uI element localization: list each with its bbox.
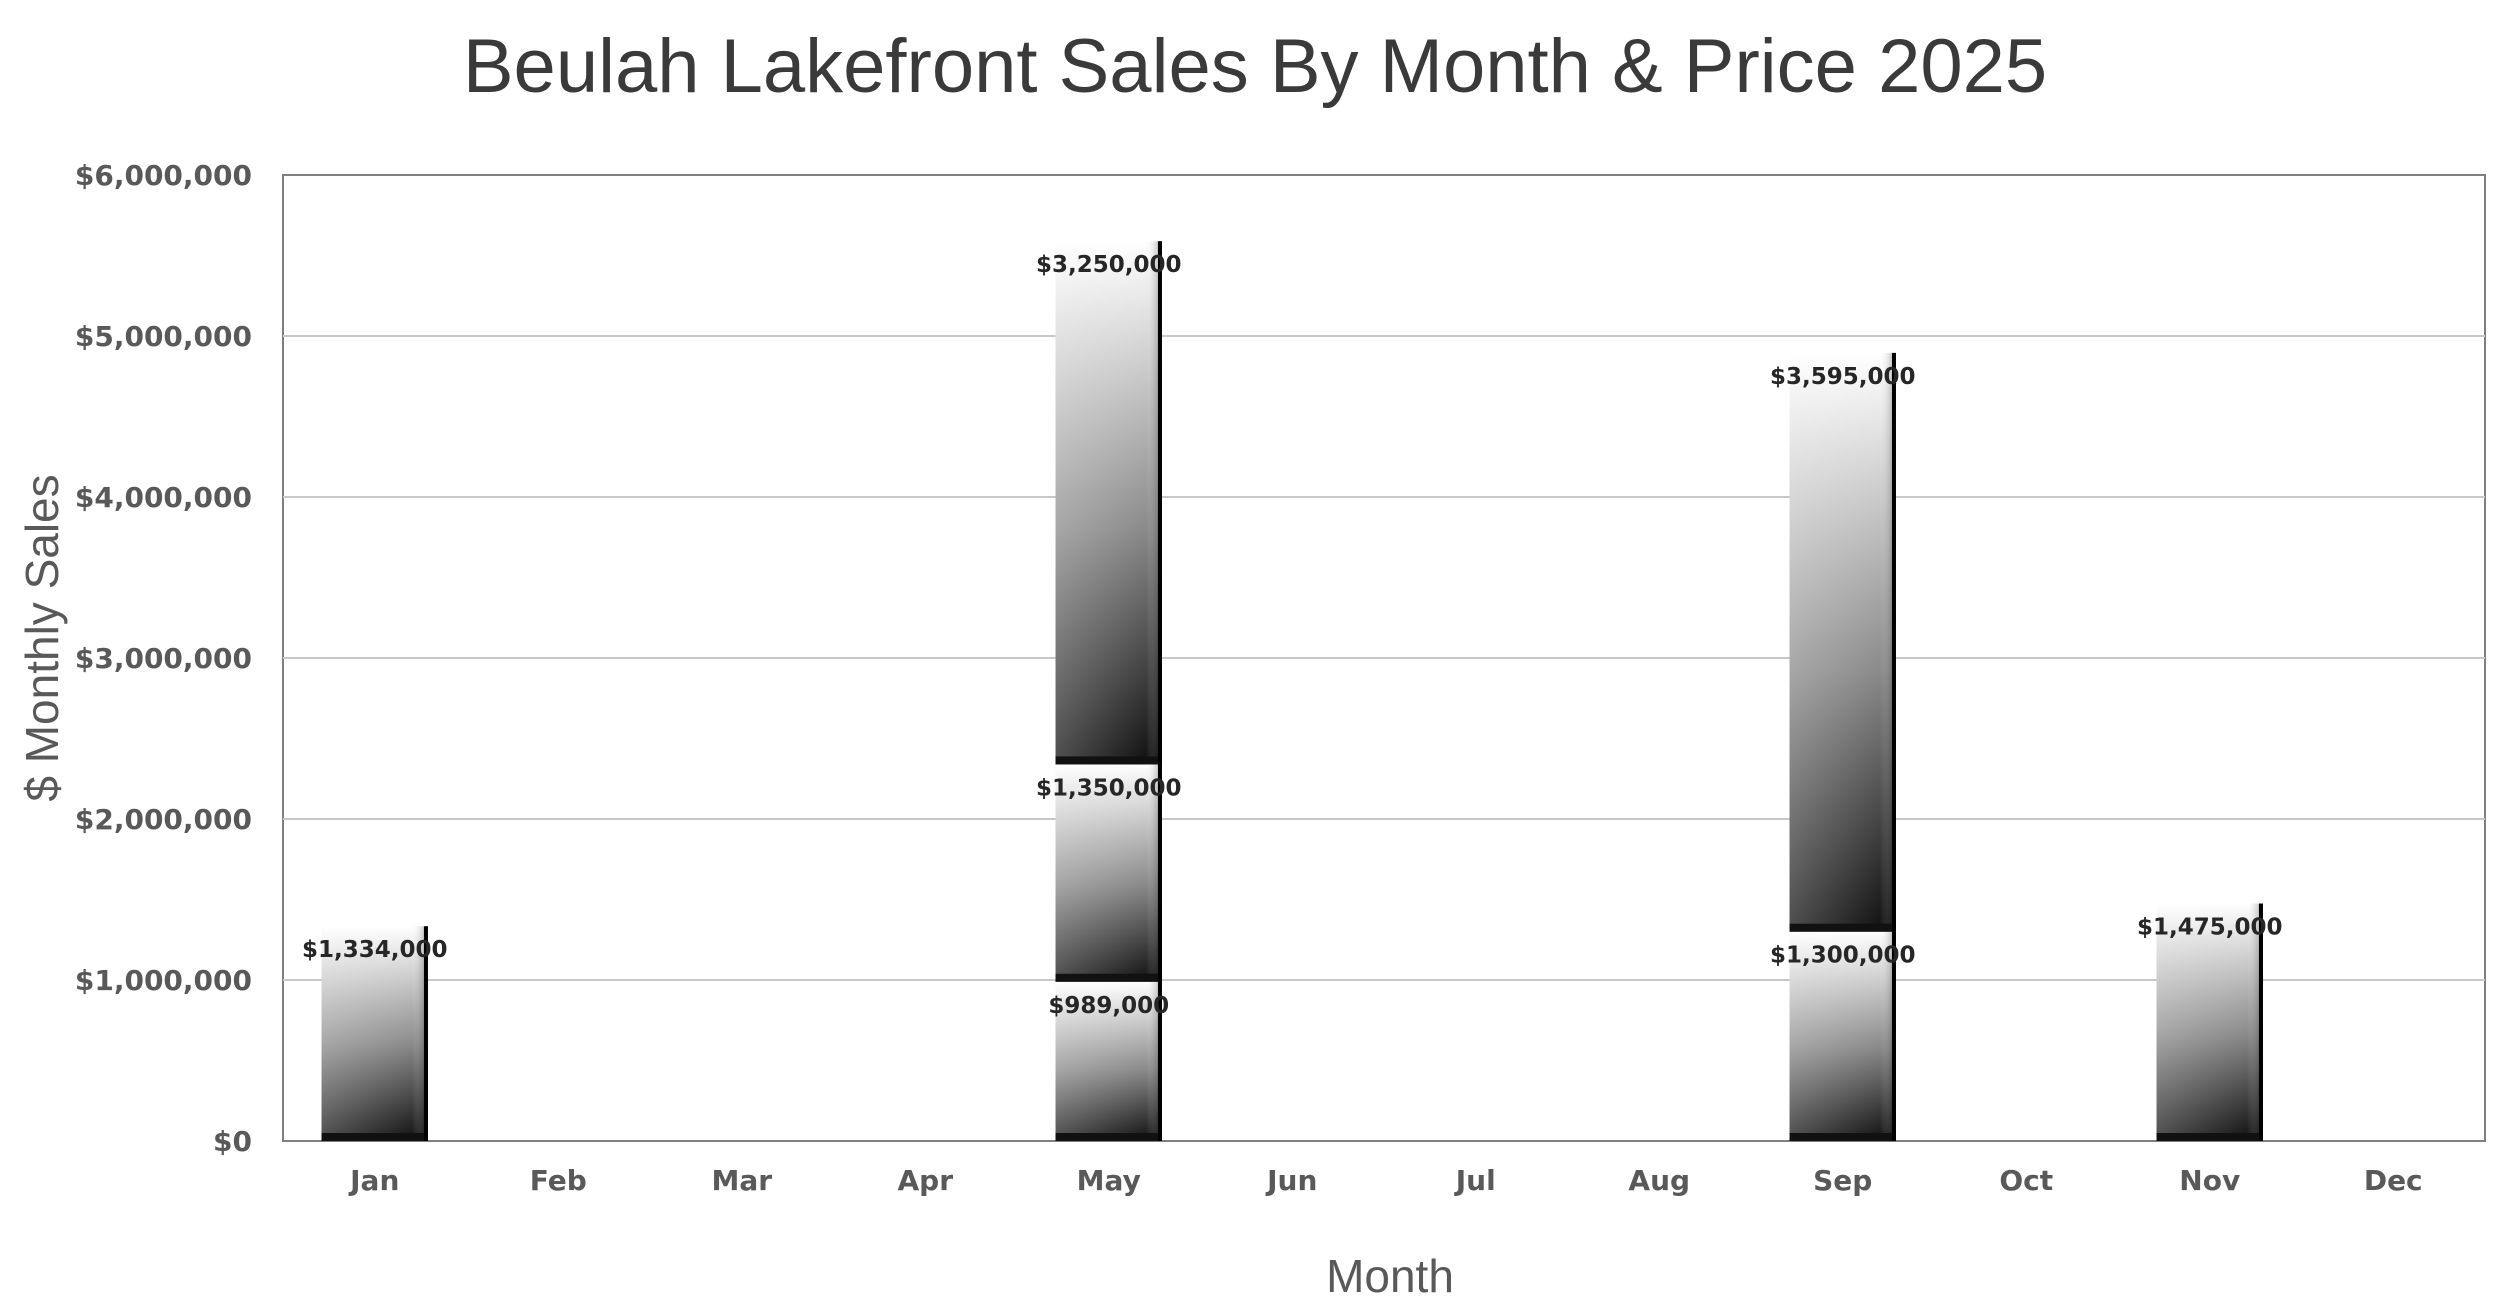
data-label: $989,000 — [1048, 993, 1169, 1019]
bar-segment — [2156, 903, 2263, 1141]
x-tick-label: Oct — [1999, 1164, 2053, 1197]
data-label: $3,250,000 — [1036, 252, 1182, 278]
bar-shade — [321, 926, 428, 1141]
bar-edge — [423, 926, 428, 1141]
bar-segment — [1055, 241, 1162, 765]
bar-shade — [2156, 903, 2263, 1141]
data-label: $1,334,000 — [302, 937, 448, 963]
bar-edge — [2258, 903, 2263, 1141]
x-tick-label: Feb — [530, 1164, 587, 1197]
y-tick-label: $4,000,000 — [75, 481, 252, 514]
bar-edge — [1157, 764, 1162, 982]
x-tick-label: Jul — [1454, 1164, 1496, 1197]
bar-base — [1055, 756, 1162, 765]
bar-base — [321, 1133, 428, 1141]
bar-edge — [1157, 241, 1162, 765]
data-labels: $1,334,000 $989,000 $1,350,000 $3,250,000 $1… — [302, 252, 2283, 1019]
y-tick-label: $5,000,000 — [75, 320, 252, 353]
bar-shade — [1789, 931, 1896, 1141]
x-tick-label: Mar — [711, 1164, 772, 1197]
bar-segment — [1055, 764, 1162, 982]
bar-shade — [1055, 981, 1162, 1141]
x-axis-title: Month — [1326, 1250, 1454, 1302]
x-tick-label: Dec — [2364, 1164, 2423, 1197]
data-label: $1,300,000 — [1770, 943, 1916, 969]
bar-base — [1055, 973, 1162, 982]
bar-shade — [1789, 352, 1896, 932]
data-label: $1,350,000 — [1036, 775, 1182, 801]
x-axis-ticks: Jan Feb Mar Apr May Jun Jul Aug Sep Oct Nov Dec — [348, 1164, 2423, 1197]
x-tick-label: Aug — [1628, 1164, 1690, 1197]
x-tick-label: Jun — [1265, 1164, 1317, 1197]
gridlines — [283, 335, 2485, 981]
chart-title: Beulah Lakefront Sales By Month & Price … — [463, 24, 2047, 109]
y-tick-label: $0 — [213, 1125, 252, 1158]
y-tick-label: $3,000,000 — [75, 642, 252, 675]
bar-shade — [1055, 241, 1162, 765]
bar-edge — [1891, 931, 1896, 1141]
bar-segment — [1789, 931, 1896, 1141]
y-axis-ticks: $0 $1,000,000 $2,000,000 $3,000,000 $4,000,0… — [75, 159, 252, 1158]
x-tick-label: Apr — [897, 1164, 953, 1197]
bar-shade — [1055, 764, 1162, 982]
bars — [321, 241, 2263, 1141]
y-tick-label: $6,000,000 — [75, 159, 252, 192]
y-axis-title: $ Monthly Sales — [16, 474, 68, 801]
y-tick-label: $2,000,000 — [75, 803, 252, 836]
bar-edge — [1891, 352, 1896, 932]
bar-base — [1789, 923, 1896, 932]
data-label: $1,475,000 — [2137, 915, 2283, 941]
bar-base — [1055, 1133, 1162, 1141]
x-tick-label: May — [1077, 1164, 1141, 1197]
data-label: $3,595,000 — [1770, 364, 1916, 390]
y-tick-label: $1,000,000 — [75, 964, 252, 997]
bar-segment — [321, 926, 428, 1141]
bar-edge — [1157, 981, 1162, 1141]
bar-segment — [1789, 352, 1896, 932]
x-tick-label: Jan — [348, 1164, 399, 1197]
x-tick-label: Sep — [1813, 1164, 1872, 1197]
x-tick-label: Nov — [2179, 1164, 2240, 1197]
bar-segment — [1055, 981, 1162, 1141]
bar-base — [1789, 1133, 1896, 1141]
bar-base — [2156, 1133, 2263, 1141]
